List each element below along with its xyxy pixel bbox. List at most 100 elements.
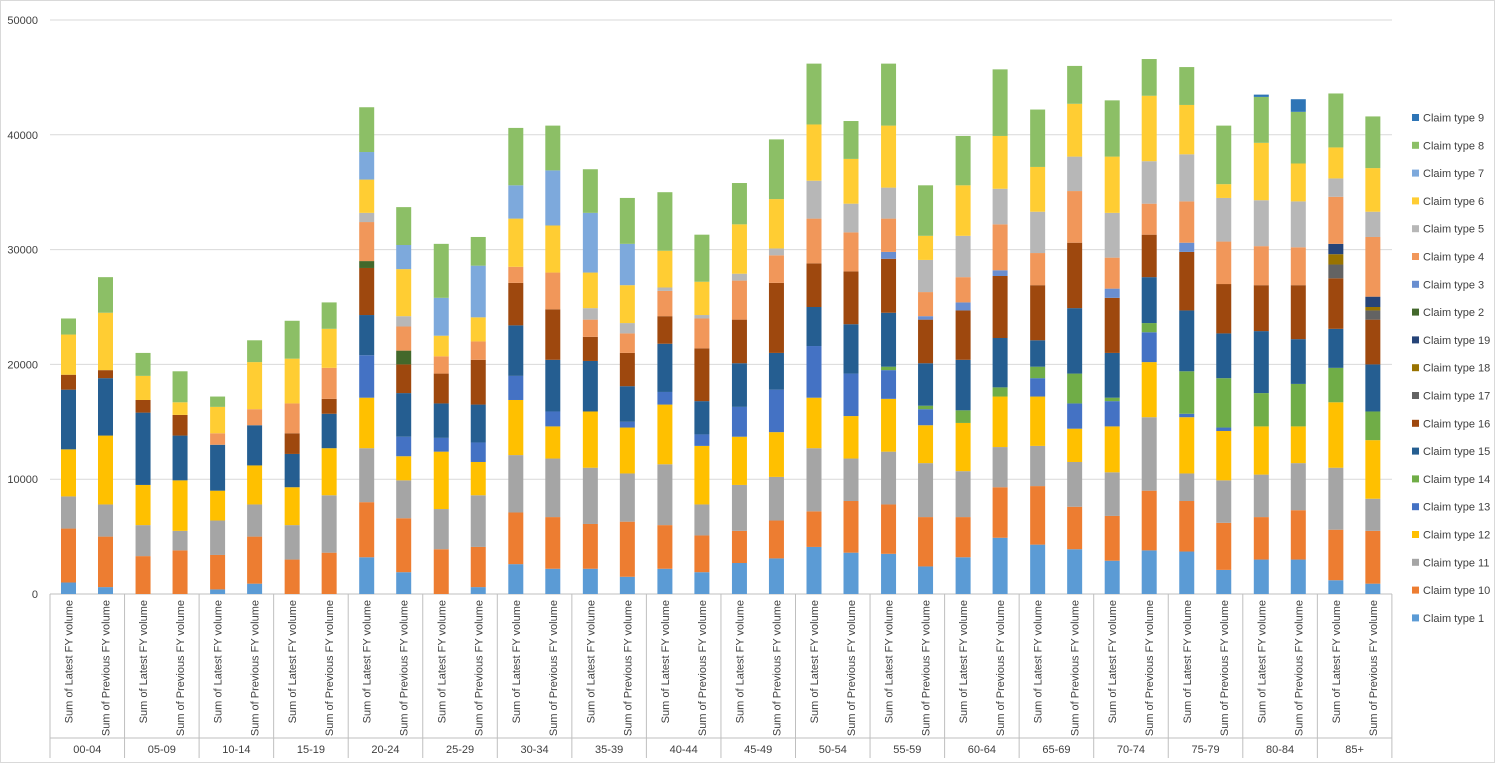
bar-segment: [1141, 59, 1157, 96]
bar-segment: [470, 317, 486, 342]
x-category-label: Sum of Previous FY volume: [175, 600, 187, 736]
x-category-label: Sum of Latest FY volume: [213, 600, 225, 723]
bar-segment: [881, 366, 897, 371]
legend-label: Claim type 18: [1423, 363, 1490, 375]
bar-segment: [247, 583, 263, 594]
bar-segment: [470, 265, 486, 318]
bar-segment: [619, 285, 635, 324]
bar-segment: [806, 307, 822, 347]
bar-segment: [284, 559, 300, 594]
bar-segment: [1290, 285, 1306, 340]
bar-segment: [1104, 401, 1120, 427]
bar-segment: [881, 258, 897, 313]
bar-segment: [1179, 413, 1195, 418]
bar-segment: [172, 435, 188, 481]
bar-segment: [582, 568, 598, 594]
bar-segment: [1365, 498, 1381, 531]
legend-swatch: [1412, 141, 1419, 149]
x-category-label: Sum of Latest FY volume: [585, 600, 597, 723]
bar-segment: [1328, 328, 1344, 368]
bar-segment: [1141, 362, 1157, 418]
bar-segment: [619, 473, 635, 522]
bar-segment: [247, 340, 263, 363]
bar-segment: [1104, 156, 1120, 213]
bar-segment: [98, 277, 113, 313]
bar-segment: [284, 525, 300, 560]
bar-segment: [1141, 234, 1157, 278]
x-category-label: Sum of Previous FY volume: [324, 600, 336, 736]
bar-segment: [955, 277, 971, 303]
bar-segment: [1290, 559, 1306, 594]
x-category-label: Sum of Latest FY volume: [64, 600, 76, 723]
bar-segment: [1104, 397, 1120, 402]
legend-label: Claim type 5: [1423, 224, 1484, 236]
x-category-label: Sum of Latest FY volume: [734, 600, 746, 723]
bar-segment: [881, 312, 897, 367]
legend-swatch: [1412, 364, 1419, 372]
bar-segment: [1328, 243, 1344, 255]
bar-segment: [284, 320, 300, 359]
bar-segment: [955, 302, 971, 311]
bar-segment: [545, 272, 561, 310]
bar-segment: [1328, 402, 1344, 468]
x-category-label: Sum of Latest FY volume: [1033, 600, 1045, 723]
bar-segment: [433, 509, 449, 550]
x-category-label: Sum of Previous FY volume: [697, 600, 709, 736]
x-category-label: Sum of Latest FY volume: [660, 600, 672, 723]
bar-segment: [247, 465, 263, 505]
x-category-label: Sum of Previous FY volume: [399, 600, 411, 736]
bar-segment: [396, 245, 412, 270]
bar-segment: [843, 203, 859, 233]
bar-segment: [321, 398, 337, 414]
x-category-label: Sum of Latest FY volume: [1331, 600, 1343, 723]
bar-segment: [619, 576, 635, 594]
bar-segment: [619, 197, 635, 244]
bar-segment: [694, 572, 710, 594]
bar-segment: [1253, 94, 1269, 97]
bar-segment: [470, 495, 486, 547]
bar-segment: [545, 517, 561, 569]
legend-label: Claim type 8: [1423, 140, 1484, 152]
bar-segment: [1328, 367, 1344, 403]
bar-segment: [1290, 510, 1306, 560]
x-group-label: 35-39: [595, 744, 623, 756]
y-tick-label: 40000: [7, 130, 38, 142]
bar-segment: [1067, 65, 1083, 104]
bar-segment: [1104, 472, 1120, 516]
bar-segment: [1067, 103, 1083, 157]
bar-segment: [1067, 373, 1083, 404]
bar-segment: [955, 517, 971, 558]
bar-segment: [1290, 99, 1306, 112]
bar-segment: [545, 359, 561, 412]
bar-segment: [768, 282, 784, 353]
bar-segment: [657, 404, 673, 465]
bar-segment: [1216, 184, 1232, 198]
bar-segment: [1104, 297, 1120, 353]
bar-segment: [694, 318, 710, 349]
bar-segment: [731, 406, 747, 437]
x-group-label: 85+: [1345, 744, 1364, 756]
bar-segment: [1141, 550, 1157, 594]
bar-segment: [1253, 331, 1269, 394]
bar-segment: [1253, 96, 1269, 143]
bar-segment: [881, 187, 897, 219]
bar-segment: [955, 185, 971, 236]
bar-segment: [61, 389, 76, 450]
bar-segment: [694, 434, 710, 446]
x-category-label: Sum of Previous FY volume: [921, 600, 933, 736]
legend-label: Claim type 16: [1423, 418, 1490, 430]
bar-segment: [918, 566, 934, 594]
bar-segment: [843, 121, 859, 159]
legend-swatch: [1412, 308, 1419, 316]
bar-segment: [918, 425, 934, 464]
bar-segment: [806, 546, 822, 594]
bar-segment: [396, 269, 412, 317]
bar-segment: [545, 458, 561, 518]
x-group-label: 80-84: [1266, 744, 1294, 756]
bar-segment: [806, 511, 822, 547]
x-group-label: 75-79: [1191, 744, 1219, 756]
bar-segment: [359, 261, 375, 268]
bar-segment: [1067, 403, 1083, 429]
bar-segment: [1067, 308, 1083, 374]
